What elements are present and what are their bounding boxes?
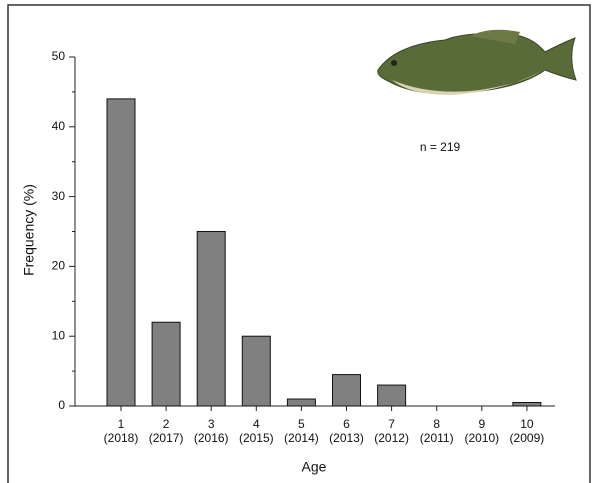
x-tick-label: 6 xyxy=(343,417,350,431)
x-tick-sublabel: (2013) xyxy=(329,431,364,445)
x-tick-label: 1 xyxy=(118,417,125,431)
x-tick-label: 4 xyxy=(253,417,260,431)
y-tick-label: 40 xyxy=(52,119,66,133)
x-tick-sublabel: (2015) xyxy=(239,431,274,445)
x-tick-sublabel: (2018) xyxy=(104,431,139,445)
bar xyxy=(333,375,361,406)
x-tick-label: 8 xyxy=(433,417,440,431)
bar xyxy=(107,99,135,406)
bar xyxy=(242,336,270,406)
y-tick-label: 10 xyxy=(52,328,66,342)
bar xyxy=(513,403,541,406)
x-tick-label: 7 xyxy=(388,417,395,431)
bar xyxy=(378,385,406,406)
page: {"chart_data": {"type": "bar", "x_label"… xyxy=(0,0,597,483)
x-axis-label: Age xyxy=(302,459,327,475)
bar xyxy=(197,232,225,407)
x-tick-sublabel: (2011) xyxy=(420,431,454,445)
x-tick-sublabel: (2012) xyxy=(374,431,409,445)
x-tick-sublabel: (2017) xyxy=(149,431,184,445)
x-tick-sublabel: (2016) xyxy=(194,431,229,445)
fish-illustration xyxy=(378,30,576,95)
chart: n = 219 Age Frequency (%) 010203040501(2… xyxy=(0,0,597,483)
annotation: n = 219 xyxy=(420,140,461,154)
y-tick-label: 0 xyxy=(58,398,65,412)
x-tick-label: 9 xyxy=(478,417,485,431)
y-axis-label: Frequency (%) xyxy=(21,184,37,276)
x-tick-sublabel: (2009) xyxy=(510,431,545,445)
y-tick-label: 50 xyxy=(52,49,66,63)
y-tick-label: 20 xyxy=(52,259,66,273)
bar xyxy=(152,322,180,406)
x-tick-label: 2 xyxy=(163,417,170,431)
x-tick-sublabel: (2010) xyxy=(464,431,499,445)
x-tick-label: 3 xyxy=(208,417,215,431)
x-tick-sublabel: (2014) xyxy=(284,431,319,445)
x-tick-label: 10 xyxy=(520,417,534,431)
y-tick-label: 30 xyxy=(52,189,66,203)
x-tick-label: 5 xyxy=(298,417,305,431)
bar xyxy=(287,399,315,406)
